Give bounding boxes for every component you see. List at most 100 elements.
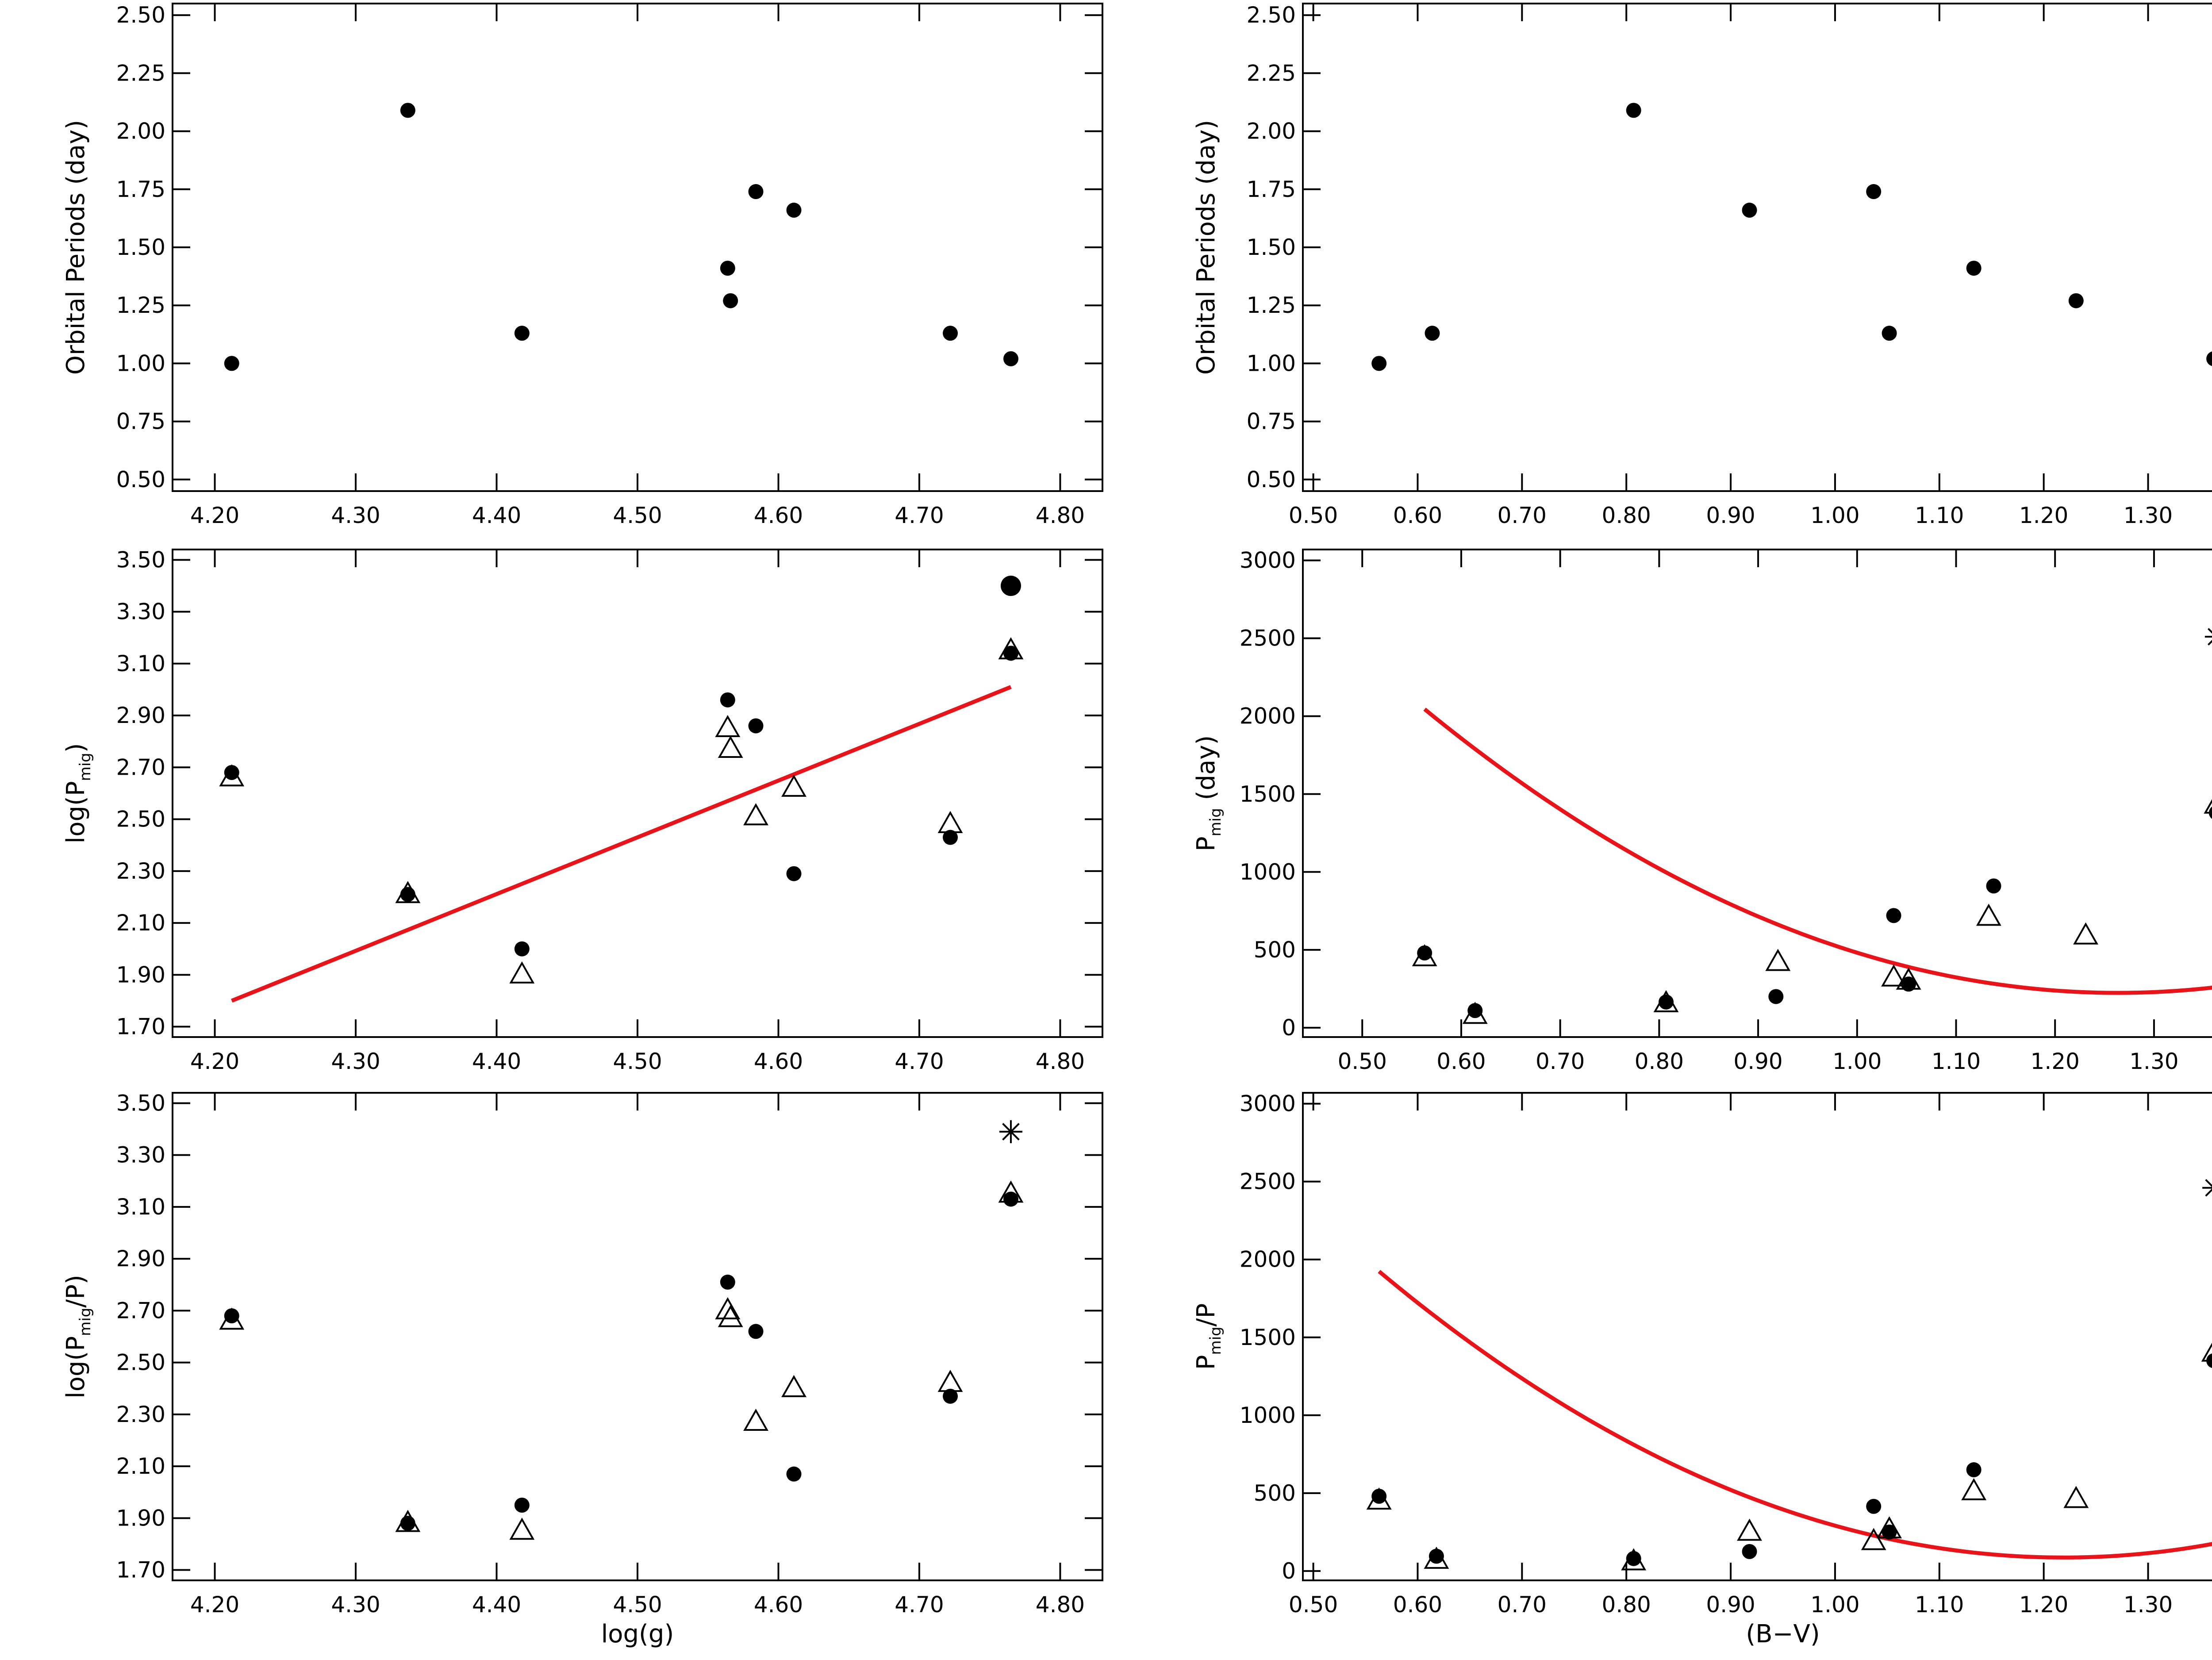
data-point-circle	[1966, 1462, 1982, 1478]
data-point-circle	[2068, 293, 2084, 308]
y-tick-label: 2.30	[116, 1402, 165, 1427]
data-point-triangle	[781, 774, 806, 797]
x-tick-label: 0.70	[1536, 1049, 1585, 1074]
data-point-circle	[723, 293, 738, 308]
panel-log-g-vs-log-pmig: 4.20 4.30 4.40 4.50 4.60 4.70 4.80 1.70 1.90 2.10…	[61, 547, 1103, 1074]
data-point-circle	[1371, 1488, 1387, 1504]
data-point-circle	[943, 830, 958, 845]
y-tick-label: 2.10	[116, 910, 165, 936]
x-tick-label: 0.70	[1498, 1592, 1547, 1618]
data-point-circle	[1626, 1551, 1641, 1566]
data-point-triangle	[1861, 1528, 1886, 1550]
x-tick-label: 0.90	[1706, 503, 1755, 528]
y-axis-title: log(Pmig)	[61, 743, 94, 844]
y-tick-label: 2.30	[116, 858, 165, 884]
y-tick-label: 1000	[1240, 859, 1296, 885]
y-tick-label: 500	[1254, 1480, 1296, 1506]
data-point-triangle	[718, 1305, 743, 1327]
data-point-circle	[1768, 989, 1784, 1004]
y-tick-label: 1500	[1240, 781, 1296, 807]
data-point-circle	[1371, 356, 1387, 371]
y-tick-label: 3.50	[116, 1090, 165, 1116]
data-point-circle	[1003, 351, 1018, 366]
data-point-circle	[2206, 1353, 2212, 1368]
y-tick-label: 1.25	[116, 292, 165, 318]
y-tick-label: 2500	[1240, 626, 1296, 651]
plot-frame	[1302, 3, 2212, 492]
y-tick-label: 1.50	[116, 234, 165, 260]
y-tick-label: 1.00	[116, 350, 165, 376]
y-tick-label: 0.50	[116, 467, 165, 492]
y-tick-label: 1.75	[1247, 177, 1296, 202]
y-tick-label: 2.50	[1247, 2, 1296, 28]
y-tick-label: 2000	[1240, 703, 1296, 729]
x-tick-label: 4.80	[1036, 503, 1085, 528]
x-tick-label: 0.50	[1289, 503, 1338, 528]
data-point-circle	[1467, 1003, 1483, 1018]
y-tick-label: 2.70	[116, 754, 165, 780]
y-tick-label: 1500	[1240, 1325, 1296, 1350]
x-tick-label: 4.50	[613, 1592, 662, 1618]
y-tick-label: 2.50	[116, 1350, 165, 1376]
data-point-circle	[400, 103, 415, 118]
y-tick-label: 2.70	[116, 1298, 165, 1323]
fit-curve	[1378, 1270, 2212, 1560]
x-tick-label: 0.60	[1393, 503, 1442, 528]
x-tick-label: 4.30	[331, 1049, 380, 1074]
data-point-triangle	[718, 735, 743, 758]
plot-frame	[172, 549, 1103, 1038]
panel-bv-vs-orbital-period: 0.500.600.700.800.901.001.101.201.301.40…	[1192, 2, 2212, 528]
x-axis-title: (B−V)	[1746, 1620, 1820, 1648]
y-tick-label: 1.25	[1247, 292, 1296, 318]
y-tick-label: 1.50	[1247, 234, 1296, 260]
y-tick-label: 1.75	[116, 177, 165, 202]
y-tick-label: 0.75	[116, 409, 165, 434]
plot-frame	[172, 1092, 1103, 1581]
x-tick-label: 4.40	[472, 1049, 521, 1074]
y-tick-label: 3.10	[116, 651, 165, 676]
data-point-circle	[400, 887, 415, 902]
y-tick-label: 3.30	[116, 599, 165, 625]
y-tick-label: 1.00	[1247, 350, 1296, 376]
data-point-asterisk	[999, 1120, 1022, 1143]
x-tick-label: 4.70	[895, 1592, 944, 1618]
y-tick-label: 2.00	[1247, 119, 1296, 144]
data-point-triangle	[1961, 1478, 1987, 1500]
panel-log-g-vs-log-pmig-over-p: 4.20 4.30 4.40 4.50 4.60 4.70 4.80 1.70 1.90 2.10…	[61, 1090, 1103, 1648]
y-tick-label: 2500	[1240, 1169, 1296, 1195]
data-point-triangle	[781, 1375, 806, 1397]
data-point-circle	[1000, 576, 1021, 596]
x-tick-label: 0.80	[1602, 503, 1651, 528]
data-point-circle	[1886, 908, 1901, 923]
data-point-circle	[1901, 976, 1916, 992]
data-point-circle	[224, 1308, 239, 1324]
x-tick-label: 4.40	[472, 503, 521, 528]
data-point-triangle	[937, 1370, 963, 1392]
data-point-circle	[514, 941, 530, 957]
fit-curve	[1423, 707, 2212, 995]
x-tick-label: 4.20	[190, 503, 239, 528]
y-tick-label: 2.10	[116, 1453, 165, 1479]
y-tick-label: 1000	[1240, 1403, 1296, 1428]
x-tick-label: 4.60	[754, 1592, 803, 1618]
data-point-triangle	[743, 803, 768, 826]
data-point-triangle	[1737, 1518, 1762, 1541]
data-point-circle	[1003, 646, 1018, 661]
y-tick-label: 3000	[1240, 1091, 1296, 1117]
x-tick-label: 4.60	[754, 1049, 803, 1074]
x-tick-label: 0.80	[1635, 1049, 1684, 1074]
x-tick-label: 4.50	[613, 503, 662, 528]
x-tick-label: 1.20	[2031, 1049, 2080, 1074]
y-tick-label: 3.50	[116, 547, 165, 573]
x-tick-label: 1.10	[1932, 1049, 1981, 1074]
y-tick-label: 2.00	[116, 119, 165, 144]
x-tick-label: 1.10	[1915, 1592, 1964, 1618]
x-tick-label: 1.30	[2124, 1592, 2173, 1618]
x-tick-label: 4.40	[472, 1592, 521, 1618]
x-tick-label: 4.20	[190, 1592, 239, 1618]
x-tick-label: 0.70	[1498, 503, 1547, 528]
data-point-triangle	[1765, 949, 1791, 971]
x-tick-label: 0.60	[1393, 1592, 1442, 1618]
data-point-triangle	[937, 811, 963, 833]
data-point-triangle	[509, 961, 535, 984]
